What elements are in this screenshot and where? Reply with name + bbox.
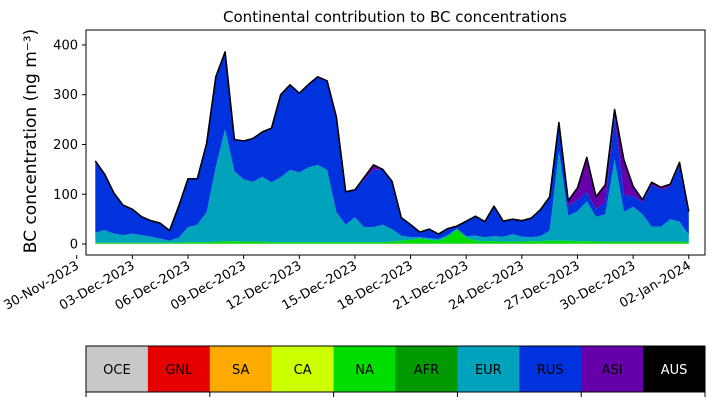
legend-swatch-eur (457, 346, 520, 392)
y-tick-label: 200 (53, 138, 78, 153)
y-tick-label: 300 (53, 88, 78, 103)
area-eur (95, 129, 689, 243)
legend-label-aus: AUS (661, 363, 688, 378)
legend-label-eur: EUR (475, 363, 502, 378)
legend-swatch-rus (519, 346, 582, 392)
legend-colorbar: OCE GNL SA CA NA AFR EUR RUS ASI AUS (85, 345, 706, 397)
legend-label-oce: OCE (103, 363, 131, 378)
legend-swatch-afr (395, 346, 458, 392)
total-concentration-line (94, 51, 690, 235)
y-axis-label: BC concentration (ng m⁻³) (21, 29, 41, 253)
plot-frame (85, 29, 706, 256)
legend-label-ca: CA (294, 363, 312, 378)
legend-label-gnl: GNL (165, 363, 193, 378)
area-rus (95, 51, 689, 241)
legend-swatch-oce (86, 346, 149, 392)
legend-swatch-na (333, 346, 396, 392)
y-tick-label: 100 (53, 188, 78, 203)
y-tick-label: 400 (53, 38, 78, 53)
x-axis-ticks: 30-Nov-202303-Dec-202306-Dec-202309-Dec-… (1, 255, 694, 314)
legend-label-rus: RUS (537, 363, 564, 378)
stacked-areas (95, 51, 689, 244)
legend-swatch-sa (209, 346, 273, 392)
y-tick-label: 0 (70, 238, 78, 253)
legend-swatch-ca (271, 346, 335, 392)
area-na (95, 229, 689, 244)
legend-label-na: NA (355, 363, 374, 378)
legend-swatch-gnl (147, 346, 211, 392)
chart-title: Continental contribution to BC concentra… (223, 8, 567, 26)
legend-label-sa: SA (232, 363, 249, 378)
legend-frame (85, 345, 706, 393)
legend-label-afr: AFR (414, 363, 439, 378)
y-axis-ticks: 0 100 200 300 400 (53, 38, 86, 253)
legend-swatch-aus (643, 346, 706, 392)
legend-label-asi: ASI (602, 363, 623, 378)
legend-swatch-asi (581, 346, 644, 392)
